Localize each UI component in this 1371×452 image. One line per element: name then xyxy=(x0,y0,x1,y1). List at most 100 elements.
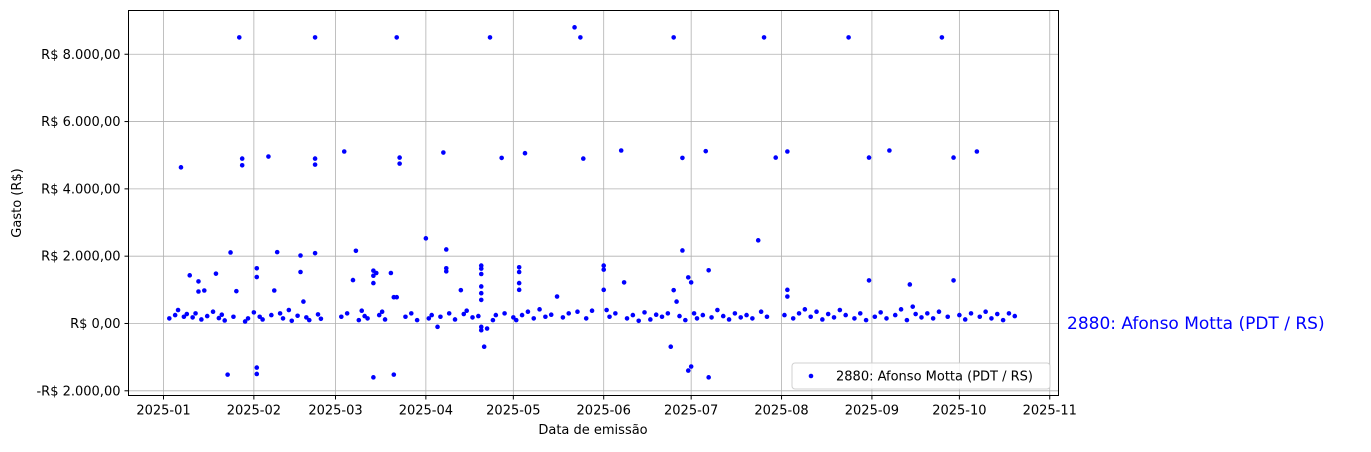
data-point xyxy=(589,308,595,313)
data-point xyxy=(962,317,968,322)
data-point xyxy=(478,327,484,333)
data-point xyxy=(365,316,370,321)
data-point xyxy=(677,313,682,319)
data-point xyxy=(391,372,397,377)
data-point xyxy=(703,148,709,154)
y-axis-label: Gasto (R$) xyxy=(10,168,25,237)
data-point xyxy=(630,312,636,318)
data-point xyxy=(371,375,376,380)
data-point xyxy=(312,35,318,40)
data-point xyxy=(251,310,257,315)
data-point xyxy=(481,344,487,350)
data-point xyxy=(487,35,493,40)
data-point xyxy=(315,312,321,317)
data-point xyxy=(201,288,207,293)
data-point xyxy=(665,311,671,316)
data-point xyxy=(525,309,531,315)
data-point xyxy=(178,165,184,170)
data-point xyxy=(312,250,318,256)
data-point xyxy=(548,312,554,318)
data-point xyxy=(750,316,755,321)
data-point xyxy=(175,307,181,313)
data-point xyxy=(452,317,458,322)
data-point xyxy=(945,314,951,320)
data-point xyxy=(234,288,239,294)
data-point xyxy=(519,312,525,318)
data-point xyxy=(312,162,318,167)
data-point xyxy=(1000,317,1006,323)
data-point xyxy=(785,294,790,299)
data-point xyxy=(607,314,612,320)
y-tick-label: R$ 2.000,00 xyxy=(41,250,120,265)
data-point xyxy=(785,149,790,154)
data-point xyxy=(408,311,414,316)
data-point xyxy=(680,248,685,253)
x-tick-label: 2025-01 xyxy=(136,404,190,419)
data-point xyxy=(274,249,280,255)
data-point xyxy=(837,307,843,313)
data-point xyxy=(376,312,382,318)
data-point xyxy=(350,277,356,283)
data-point xyxy=(435,324,440,330)
data-point xyxy=(802,307,808,312)
data-point xyxy=(613,311,618,316)
data-point xyxy=(199,317,204,322)
data-point xyxy=(298,269,303,275)
data-point xyxy=(216,315,222,321)
data-point xyxy=(181,314,187,320)
legend-label: 2880: Afonso Motta (PDT / RS) xyxy=(836,370,1033,385)
data-point xyxy=(388,270,394,276)
data-point xyxy=(601,263,607,268)
data-point xyxy=(977,314,983,320)
data-point xyxy=(478,271,484,277)
data-point xyxy=(773,155,779,160)
data-point xyxy=(925,311,930,316)
data-point xyxy=(397,155,402,160)
data-point xyxy=(225,372,230,377)
data-point xyxy=(1012,313,1018,319)
data-point xyxy=(648,317,653,322)
data-point xyxy=(758,309,764,315)
data-point xyxy=(700,312,706,318)
data-point xyxy=(744,312,749,318)
data-point xyxy=(242,319,248,324)
data-point xyxy=(379,309,385,315)
data-point xyxy=(671,35,676,40)
data-point xyxy=(878,310,883,315)
data-point xyxy=(983,309,988,315)
data-point xyxy=(866,155,872,160)
data-point xyxy=(204,313,210,319)
plot-frame xyxy=(128,10,1059,396)
data-point xyxy=(709,315,714,320)
data-point xyxy=(429,312,434,318)
data-point xyxy=(286,307,292,313)
data-point xyxy=(578,35,583,40)
data-point xyxy=(857,311,863,316)
data-point xyxy=(951,278,956,283)
data-point xyxy=(671,287,676,293)
data-point xyxy=(280,316,286,321)
data-point xyxy=(254,365,260,370)
data-point xyxy=(831,315,837,320)
x-tick-label: 2025-08 xyxy=(754,404,808,419)
y-tick-label: -R$ 2.000,00 xyxy=(36,384,120,399)
data-point xyxy=(761,35,767,40)
data-point xyxy=(490,317,496,323)
data-point xyxy=(344,311,350,316)
data-point xyxy=(306,317,312,323)
data-point xyxy=(443,247,449,252)
data-point xyxy=(213,271,219,276)
data-point xyxy=(560,315,566,320)
data-point xyxy=(939,35,945,40)
data-point xyxy=(476,313,481,319)
data-point xyxy=(464,308,469,313)
data-point xyxy=(298,253,303,258)
data-point xyxy=(210,309,216,315)
data-point xyxy=(341,149,347,154)
data-point xyxy=(239,163,245,168)
data-point xyxy=(642,310,647,315)
data-point xyxy=(499,155,504,161)
data-point xyxy=(511,315,516,320)
data-point xyxy=(694,316,700,321)
